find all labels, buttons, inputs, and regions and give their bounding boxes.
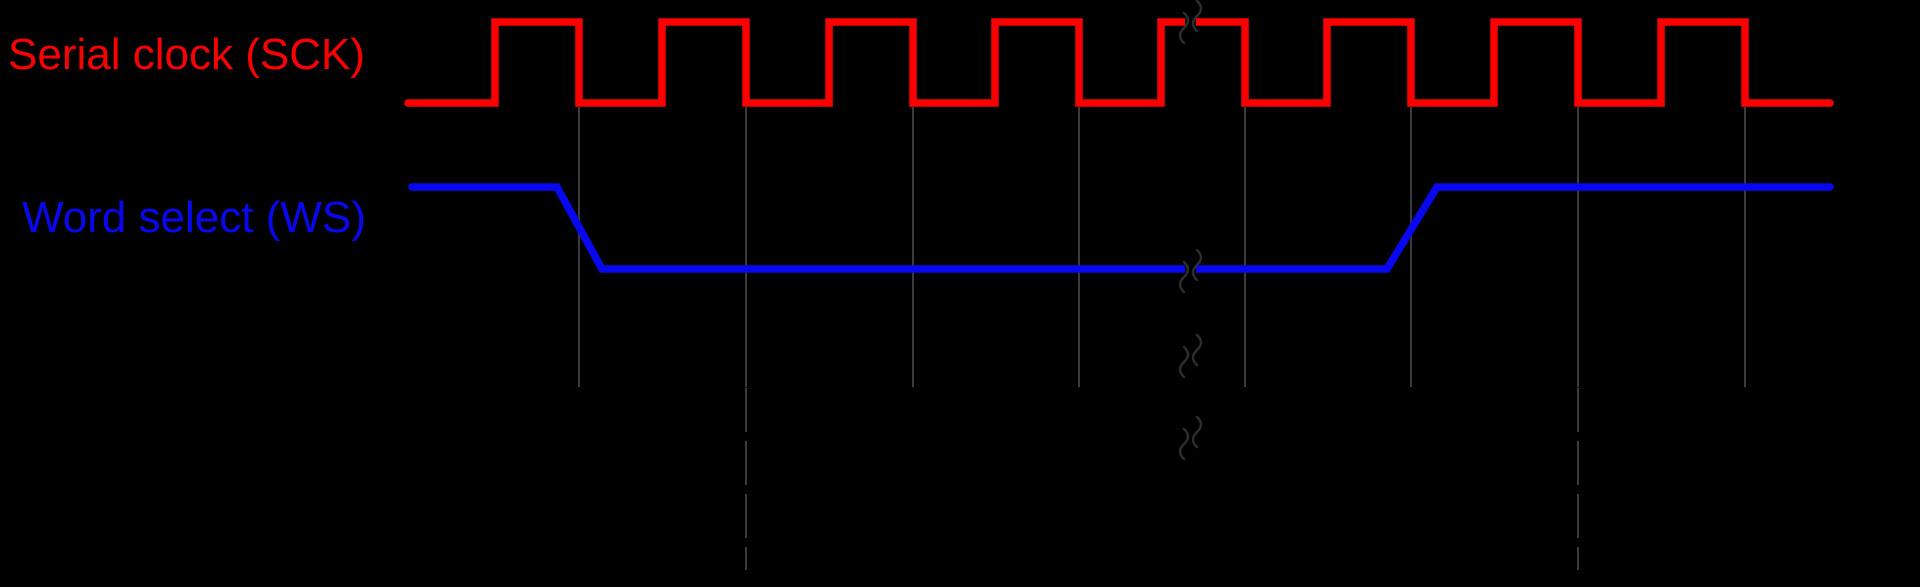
break-squiggle (1191, 333, 1203, 367)
break-marks-layer (1178, 0, 1203, 461)
waveforms-layer (404, 18, 1834, 273)
break-mark (1178, 248, 1203, 294)
break-mark (1178, 0, 1203, 45)
break-squiggle (1191, 0, 1203, 33)
break-gap (1185, 416, 1196, 460)
break-squiggle (1191, 248, 1203, 282)
gridlines-layer (578, 107, 1746, 387)
break-gap (1185, 249, 1196, 293)
ws-waveform (408, 183, 1834, 273)
sck-waveform (404, 18, 1834, 107)
break-squiggle (1178, 427, 1190, 461)
break-gap (1185, 334, 1196, 378)
sck-label: Serial clock (SCK) (8, 30, 365, 79)
break-mark (1178, 333, 1203, 379)
ws-label: Word select (WS) (22, 193, 366, 242)
break-squiggle (1178, 11, 1190, 45)
break-squiggle (1178, 345, 1190, 379)
break-gap (1185, 0, 1196, 44)
break-squiggle (1178, 260, 1190, 294)
break-mark (1178, 415, 1203, 461)
dashed-lines-layer (745, 388, 1579, 570)
break-squiggle (1191, 415, 1203, 449)
